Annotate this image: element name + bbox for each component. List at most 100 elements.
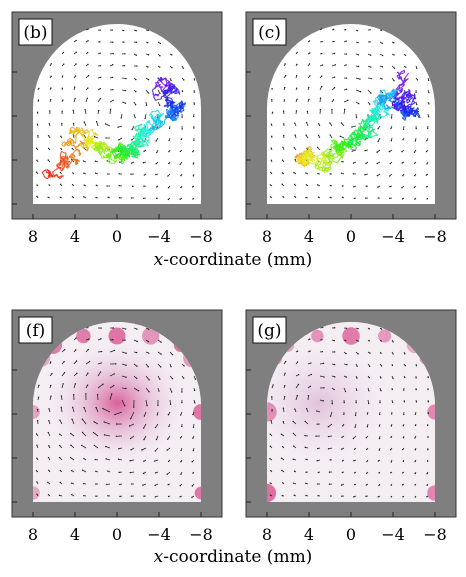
arrow-head	[427, 127, 429, 130]
field-arrow	[82, 418, 87, 425]
trajectory-segment	[376, 97, 380, 101]
arrow-head	[342, 425, 344, 427]
trajectory-segment	[63, 143, 67, 147]
arrow-head	[271, 98, 273, 101]
arrow-head	[36, 159, 38, 162]
trajectory-segment	[385, 106, 390, 111]
arrow-head	[48, 408, 50, 410]
trajectory-segment	[391, 106, 394, 109]
arrow-head	[366, 426, 369, 428]
trajectory-segment	[309, 152, 312, 155]
arrow-head	[292, 445, 295, 447]
arrow-head	[269, 196, 272, 198]
arrow-head	[111, 29, 113, 31]
arrow-head	[160, 353, 162, 355]
arrow-head	[87, 87, 89, 89]
trajectory-segment	[128, 156, 130, 158]
arrow-head	[341, 495, 343, 497]
field-arrow	[109, 109, 111, 115]
trajectory-segment	[90, 146, 95, 150]
arrow-head	[148, 391, 150, 393]
trajectory-segment	[70, 157, 73, 160]
arrow-head	[99, 371, 102, 373]
arrow-head	[427, 401, 430, 403]
arrow-head	[83, 196, 85, 198]
field-arrow	[145, 375, 150, 381]
arrow-head	[294, 122, 296, 125]
trajectory-segment	[72, 150, 76, 155]
arrow-head	[425, 150, 428, 153]
trajectory-segment	[377, 114, 380, 119]
arrow-head	[71, 184, 74, 186]
arrow-head	[181, 90, 184, 93]
trajectory-segment	[141, 139, 145, 144]
arrow-head	[167, 175, 169, 177]
trajectory-segment	[60, 156, 65, 161]
trajectory-segment	[395, 85, 400, 90]
arrow-head	[130, 162, 133, 164]
arrow-head	[331, 108, 333, 111]
trajectory-segment	[117, 143, 121, 147]
x-tick-label: 4	[70, 525, 80, 544]
trajectory-segment	[324, 161, 328, 165]
trajectory-segment	[321, 151, 324, 155]
field-arrow	[169, 399, 171, 405]
arrow-head	[368, 402, 370, 405]
arrow-head	[392, 353, 394, 355]
arrow-head	[427, 116, 430, 118]
trajectory-segment	[51, 171, 55, 177]
trajectory-segment	[406, 110, 411, 114]
trajectory-segment	[322, 149, 328, 153]
arrow-head	[282, 407, 285, 409]
arrow-head	[167, 438, 169, 440]
panel-b: 8 4 0 −4 −8 (b)	[11, 11, 223, 246]
trajectory-segment	[400, 69, 405, 73]
trajectory-segment	[361, 130, 364, 133]
arrow-head	[74, 97, 76, 100]
arrow-head	[370, 92, 372, 94]
field-arrow	[121, 351, 127, 354]
trajectory-segment	[46, 176, 50, 180]
trajectory-segment	[78, 160, 81, 162]
arrow-head	[136, 377, 138, 380]
arrow-head	[148, 352, 150, 354]
trajectory-segment	[378, 107, 383, 111]
arrow-head	[345, 77, 348, 79]
field-arrow	[114, 411, 123, 415]
arrow-head	[191, 496, 193, 498]
trajectory-segment	[350, 143, 354, 146]
arrow-head	[296, 98, 298, 101]
arrow-head	[135, 30, 137, 32]
arrow-head	[355, 116, 358, 119]
trajectory-segment	[394, 103, 398, 106]
trajectory-segment	[121, 157, 125, 161]
arrow-head	[321, 339, 323, 341]
arrow-head	[416, 79, 419, 81]
arrow-head	[112, 52, 114, 55]
trajectory-segment	[71, 130, 76, 133]
arrow-head	[181, 401, 183, 404]
arrow-head	[352, 162, 355, 164]
field-arrow	[109, 350, 115, 353]
trajectory-segment	[411, 94, 416, 97]
trajectory-segment	[393, 106, 396, 110]
arrow-head	[117, 126, 119, 128]
arrow-head	[70, 456, 72, 459]
arrow-head	[194, 402, 196, 404]
trajectory-segment	[341, 145, 344, 149]
arrow-head	[50, 361, 52, 363]
arrow-head	[345, 352, 347, 355]
arrow-head	[352, 437, 355, 440]
arrow-head	[370, 54, 372, 56]
arrow-head	[357, 65, 360, 68]
trajectory-segment	[175, 86, 179, 90]
field-arrow	[59, 420, 63, 425]
arrow-head	[391, 364, 394, 367]
trajectory-segment	[302, 157, 308, 161]
trajectory-segment	[151, 121, 155, 126]
arrow-head	[159, 92, 161, 95]
trajectory-segment	[178, 90, 181, 95]
trajectory-segment	[117, 147, 121, 151]
arrow-head	[390, 461, 392, 463]
trajectory-segment	[89, 143, 91, 147]
